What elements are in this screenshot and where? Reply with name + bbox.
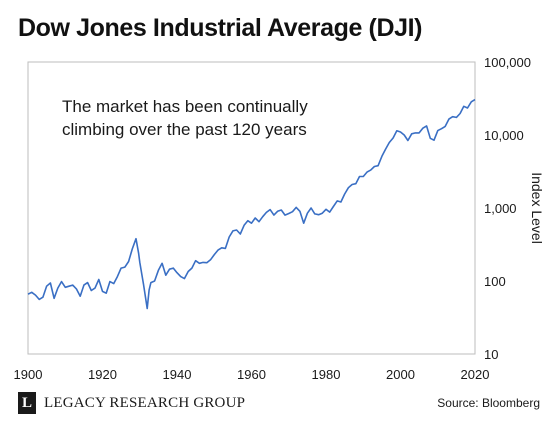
annotation-line-2: climbing over the past 120 years xyxy=(62,120,307,139)
y-tick-label: 10 xyxy=(484,347,498,362)
y-tick-label: 10,000 xyxy=(484,128,524,143)
chart-title: Dow Jones Industrial Average (DJI) xyxy=(18,14,423,42)
series-line xyxy=(27,98,476,310)
source-note: Source: Bloomberg xyxy=(437,396,540,410)
y-axis-label: Index Level xyxy=(529,172,545,244)
y-axis: 10 100 1,000 10,000 100,000 xyxy=(484,55,531,362)
x-tick-label: 1980 xyxy=(312,367,341,382)
y-tick-label: 100 xyxy=(484,274,506,289)
y-tick-label: 100,000 xyxy=(484,55,531,70)
annotation-line-1: The market has been continually xyxy=(62,97,308,116)
x-tick-label: 2000 xyxy=(386,367,415,382)
x-tick-label: 1940 xyxy=(163,367,192,382)
plot-frame xyxy=(27,61,476,355)
x-axis: 1900 1920 1940 1960 1980 2000 2020 xyxy=(14,367,490,382)
brand-logo-icon: L xyxy=(18,392,36,414)
x-tick-label: 2020 xyxy=(461,367,490,382)
x-tick-label: 1960 xyxy=(237,367,266,382)
brand: L LEGACY RESEARCH GROUP xyxy=(18,392,245,414)
x-tick-label: 1920 xyxy=(88,367,117,382)
x-tick-label: 1900 xyxy=(14,367,43,382)
brand-name: LEGACY RESEARCH GROUP xyxy=(44,394,246,411)
y-tick-label: 1,000 xyxy=(484,201,517,216)
